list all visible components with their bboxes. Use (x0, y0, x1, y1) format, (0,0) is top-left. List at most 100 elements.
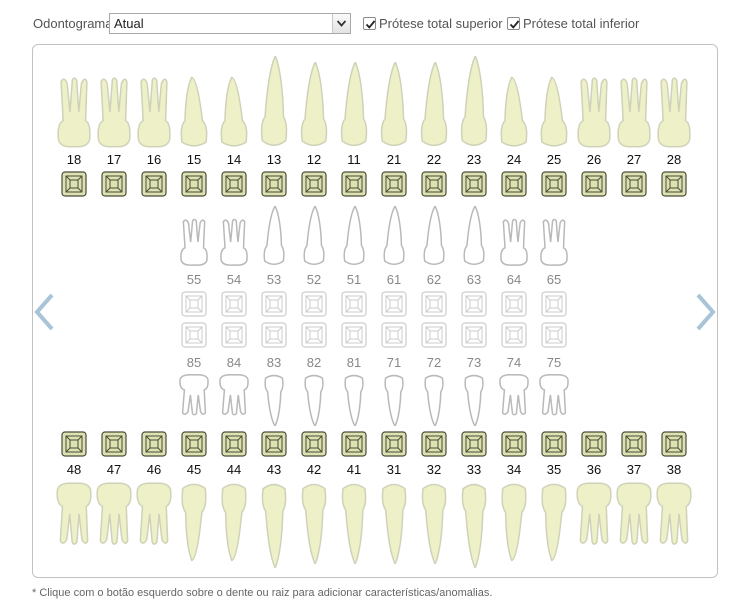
tooth-32[interactable] (421, 482, 447, 569)
tooth-face-box-23[interactable] (461, 171, 487, 197)
tooth-face-box-41[interactable] (341, 431, 367, 457)
tooth-35[interactable] (540, 482, 568, 567)
tooth-27[interactable] (617, 76, 651, 153)
tooth-face-box-54[interactable] (221, 291, 247, 317)
tooth-22[interactable] (420, 60, 448, 153)
tooth-face-box-74[interactable] (501, 322, 527, 348)
tooth-61[interactable] (383, 204, 405, 271)
tooth-face-box-33[interactable] (461, 431, 487, 457)
tooth-38[interactable] (656, 482, 692, 551)
tooth-face-box-31[interactable] (381, 431, 407, 457)
tooth-face-box-35[interactable] (541, 431, 567, 457)
tooth-31[interactable] (381, 482, 407, 569)
tooth-64[interactable] (500, 218, 528, 271)
tooth-face-box-64[interactable] (501, 291, 527, 317)
odontograma-select[interactable]: Atual (109, 13, 351, 34)
tooth-34[interactable] (500, 482, 528, 567)
protese-inferior-checkbox[interactable] (507, 17, 520, 30)
tooth-37[interactable] (616, 482, 652, 551)
tooth-26[interactable] (577, 76, 611, 153)
tooth-face-box-85[interactable] (181, 322, 207, 348)
tooth-14[interactable] (219, 76, 249, 153)
tooth-face-box-34[interactable] (501, 431, 527, 457)
tooth-33[interactable] (461, 482, 487, 573)
previous-button[interactable] (32, 292, 56, 332)
tooth-face-box-22[interactable] (421, 171, 447, 197)
tooth-12[interactable] (300, 60, 328, 153)
tooth-face-box-14[interactable] (221, 171, 247, 197)
tooth-face-box-13[interactable] (261, 171, 287, 197)
tooth-face-box-62[interactable] (421, 291, 447, 317)
tooth-81[interactable] (344, 374, 364, 431)
tooth-82[interactable] (304, 374, 324, 431)
tooth-65[interactable] (540, 218, 568, 271)
tooth-face-box-12[interactable] (301, 171, 327, 197)
tooth-36[interactable] (576, 482, 612, 551)
tooth-face-box-36[interactable] (581, 431, 607, 457)
protese-superior-checkbox[interactable] (363, 17, 376, 30)
tooth-face-box-47[interactable] (101, 431, 127, 457)
chevron-down-icon[interactable] (332, 14, 350, 33)
tooth-17[interactable] (97, 76, 131, 153)
tooth-face-box-17[interactable] (101, 171, 127, 197)
tooth-face-box-37[interactable] (621, 431, 647, 457)
tooth-53[interactable] (263, 204, 285, 271)
tooth-face-box-15[interactable] (181, 171, 207, 197)
tooth-83[interactable] (264, 374, 284, 431)
tooth-74[interactable] (499, 373, 529, 421)
tooth-face-box-21[interactable] (381, 171, 407, 197)
tooth-face-box-71[interactable] (381, 322, 407, 348)
tooth-face-box-75[interactable] (541, 322, 567, 348)
tooth-face-box-83[interactable] (261, 322, 287, 348)
tooth-face-box-82[interactable] (301, 322, 327, 348)
tooth-71[interactable] (384, 374, 404, 431)
tooth-face-box-81[interactable] (341, 322, 367, 348)
tooth-face-box-48[interactable] (61, 431, 87, 457)
tooth-28[interactable] (657, 76, 691, 153)
tooth-16[interactable] (137, 76, 171, 153)
tooth-face-box-55[interactable] (181, 291, 207, 317)
tooth-13[interactable] (260, 54, 288, 153)
tooth-11[interactable] (340, 60, 368, 153)
tooth-48[interactable] (56, 482, 92, 551)
tooth-52[interactable] (303, 204, 325, 271)
tooth-44[interactable] (220, 482, 248, 567)
tooth-face-box-84[interactable] (221, 322, 247, 348)
tooth-42[interactable] (301, 482, 327, 569)
next-button[interactable] (694, 292, 718, 332)
tooth-18[interactable] (57, 76, 91, 153)
tooth-face-box-51[interactable] (341, 291, 367, 317)
tooth-23[interactable] (460, 54, 488, 153)
tooth-51[interactable] (343, 204, 365, 271)
tooth-face-box-53[interactable] (261, 291, 287, 317)
tooth-face-box-73[interactable] (461, 322, 487, 348)
tooth-face-box-42[interactable] (301, 431, 327, 457)
tooth-face-box-72[interactable] (421, 322, 447, 348)
tooth-face-box-63[interactable] (461, 291, 487, 317)
tooth-face-box-24[interactable] (501, 171, 527, 197)
tooth-face-box-11[interactable] (341, 171, 367, 197)
tooth-62[interactable] (423, 204, 445, 271)
tooth-45[interactable] (180, 482, 208, 567)
tooth-84[interactable] (219, 373, 249, 421)
tooth-face-box-61[interactable] (381, 291, 407, 317)
tooth-73[interactable] (464, 374, 484, 431)
tooth-face-box-45[interactable] (181, 431, 207, 457)
protese-inferior-label[interactable]: Prótese total inferior (523, 16, 640, 31)
tooth-47[interactable] (96, 482, 132, 551)
tooth-face-box-32[interactable] (421, 431, 447, 457)
tooth-43[interactable] (261, 482, 287, 573)
tooth-85[interactable] (179, 373, 209, 421)
tooth-46[interactable] (136, 482, 172, 551)
tooth-63[interactable] (463, 204, 485, 271)
tooth-24[interactable] (499, 76, 529, 153)
tooth-face-box-27[interactable] (621, 171, 647, 197)
tooth-face-box-28[interactable] (661, 171, 687, 197)
tooth-face-box-26[interactable] (581, 171, 607, 197)
tooth-75[interactable] (539, 373, 569, 421)
tooth-72[interactable] (424, 374, 444, 431)
tooth-15[interactable] (179, 76, 209, 153)
tooth-face-box-46[interactable] (141, 431, 167, 457)
tooth-face-box-38[interactable] (661, 431, 687, 457)
tooth-25[interactable] (539, 76, 569, 153)
